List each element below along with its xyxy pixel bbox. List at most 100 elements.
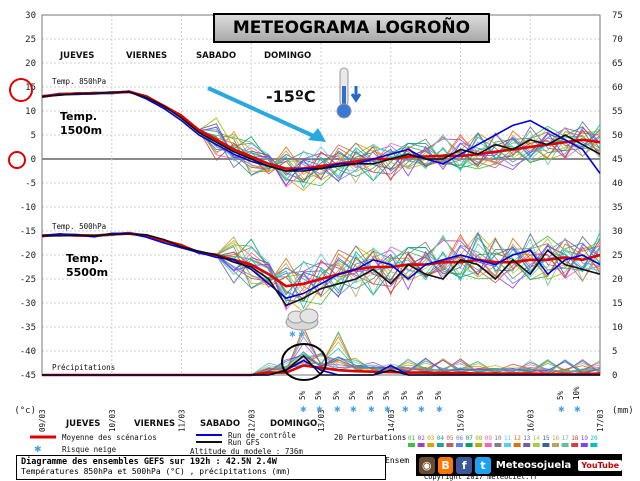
legend-pert-number: 11 xyxy=(504,435,512,442)
footer-line1: Diagramme des ensembles GEFS sur 192h : … xyxy=(21,457,277,467)
day-label-bottom: DOMINGO xyxy=(270,419,317,429)
legend-pert-swatch xyxy=(580,443,588,447)
snowflake-icon: ✱ xyxy=(418,405,425,414)
temp850-label: Temp. 850hPa xyxy=(52,77,106,86)
legend-pert-swatch xyxy=(590,443,598,447)
series-precip-line xyxy=(42,354,600,376)
brand-bar[interactable]: ◉ B f t Meteosojuela YouTube xyxy=(416,454,622,476)
legend-pert-number: 20 xyxy=(590,435,598,442)
y-left-tick: -40 xyxy=(20,347,36,357)
copyright: Copyright 2017 meteociel.fr xyxy=(424,473,538,481)
blogger-icon[interactable]: B xyxy=(437,456,454,474)
series-lines xyxy=(41,90,601,377)
y-right-tick: 15 xyxy=(612,299,623,309)
day-label-top: JUEVES xyxy=(59,51,94,61)
y-axis-left: 30 25 20 15 10 5 0 -5 -10 -15 -20 -25 -30 -35 -40 -45 (°… xyxy=(14,11,36,416)
legend-snow-icon: ✱ xyxy=(34,445,42,455)
snow-prob-label: 5% xyxy=(382,390,391,400)
snowflake-icon: ✱ xyxy=(558,405,565,414)
legend-pert-number: 02 xyxy=(418,435,426,442)
temp500-label: Temp. 500hPa xyxy=(52,222,106,231)
y-right-tick: 0 xyxy=(612,371,617,381)
footer-box: Diagramme des ensembles GEFS sur 192h : … xyxy=(16,455,386,480)
series-t500-line xyxy=(42,233,601,307)
y-right-tick: 60 xyxy=(612,83,623,93)
y-right-tick: 45 xyxy=(612,155,623,165)
snowflake-icon: ✱ xyxy=(436,405,443,414)
legend-pert-number: 12 xyxy=(514,435,522,442)
y-left-tick: -35 xyxy=(20,323,36,333)
day-label-bottom: VIERNES xyxy=(134,419,175,429)
y-left-tick: 5 xyxy=(31,131,36,141)
precip-highlight-ring xyxy=(281,343,327,381)
y-left-tick: 20 xyxy=(25,59,36,69)
facebook-icon[interactable]: f xyxy=(456,456,473,474)
y-left-tick: -25 xyxy=(20,275,36,285)
y-right-tick: 5 xyxy=(612,347,617,357)
date-tick: 09/03 xyxy=(38,409,47,432)
arrow-temp-text: -15ºC xyxy=(266,87,316,106)
snowflake-icon: ✱ xyxy=(316,405,323,414)
legend-pert-swatch xyxy=(494,443,502,447)
legend-pert-number: 04 xyxy=(437,435,445,442)
day-label-top: VIERNES xyxy=(126,51,167,61)
thermometer-icon xyxy=(336,67,362,119)
legend-pert-swatch xyxy=(513,443,521,447)
grid-layer xyxy=(41,14,601,376)
legend-pert-number: 05 xyxy=(446,435,454,442)
date-tick: 10/03 xyxy=(108,409,117,432)
youtube-icon[interactable]: YouTube xyxy=(578,459,622,471)
snow-prob-label: 5% xyxy=(298,390,307,400)
day-label-top: DOMINGO xyxy=(264,51,311,61)
legend-pert-swatch xyxy=(504,443,511,447)
legend-pert-swatch xyxy=(456,443,463,447)
snow-cloud-icon: ✱ ✱ xyxy=(285,308,319,339)
day-label-top: SABADO xyxy=(196,51,236,61)
y-left-tick: 15 xyxy=(25,83,36,93)
snowflake-icon: ✱ xyxy=(350,405,357,414)
y-left-tick: 25 xyxy=(25,35,36,45)
legend-snow-label: Risque neige xyxy=(62,445,117,454)
snow-prob-label: 5% xyxy=(348,390,357,400)
day-label-bottom: SABADO xyxy=(200,419,240,429)
day-label-bottom: JUEVES xyxy=(65,419,100,429)
date-tick: 11/03 xyxy=(178,409,187,432)
legend-altitude: Altitude du modele : 736m xyxy=(190,447,303,456)
legend-pert-swatch xyxy=(408,443,415,447)
legend-pert-number: 06 xyxy=(456,435,464,442)
y-left-tick: 10 xyxy=(25,107,36,117)
y-right-tick: 10 xyxy=(612,323,623,333)
legend-pert-number: 01 xyxy=(408,435,416,442)
date-tick: 15/03 xyxy=(457,409,466,432)
footer-line2: Températures 850hPa et 500hPa (°C) , pré… xyxy=(21,467,291,476)
instagram-icon[interactable]: ◉ xyxy=(419,456,435,474)
date-tick: 17/03 xyxy=(596,409,605,432)
date-tick: 13/03 xyxy=(317,409,326,432)
snow-prob-label: 5% xyxy=(332,390,341,400)
brand-name: Meteosojuela xyxy=(495,459,572,471)
date-tick: 14/03 xyxy=(387,409,396,432)
snow-prob-label: 5% xyxy=(314,390,323,400)
twitter-icon[interactable]: t xyxy=(475,456,491,474)
temp5500-line1: Temp. xyxy=(66,252,103,265)
precip-label: Précipitations xyxy=(52,363,115,372)
date-tick: 16/03 xyxy=(526,409,535,432)
snow-risk-marks: 5% ✱ 5% ✱ 5% ✱ 5% ✱ 5% ✱ 5% ✱ 5% ✱ 5% ✱ 5% ✱ 5% ✱ 10% ✱ xyxy=(298,386,581,414)
snowflake-icon: ✱ xyxy=(368,405,375,414)
legend-mean-label: Moyenne des scénarios xyxy=(62,433,157,442)
ensemble-label: Ensem xyxy=(385,456,410,465)
legend-pert-number: 13 xyxy=(523,435,531,442)
legend-pert-swatch xyxy=(446,443,454,447)
legend-pert-number: 10 xyxy=(494,435,502,442)
y-left-tick: -5 xyxy=(25,179,36,189)
y-right-tick: 75 xyxy=(612,11,623,21)
legend-pert-swatch xyxy=(475,443,483,447)
series-t850-line xyxy=(41,90,601,172)
legend-pert-number: 17 xyxy=(562,435,570,442)
y-right-tick: 55 xyxy=(612,107,623,117)
snowflake-icon: ✱ xyxy=(334,405,341,414)
snow-prob-label: 5% xyxy=(366,390,375,400)
annotations: Temp. 850hPa Temp. 500hPa Précipitations… xyxy=(8,67,362,381)
legend-pert-number: 18 xyxy=(571,435,579,442)
